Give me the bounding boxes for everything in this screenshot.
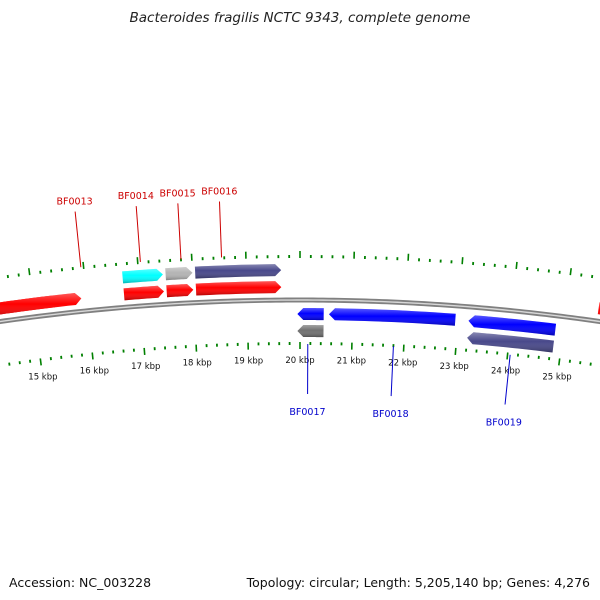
inner-tick-track — [0, 342, 600, 368]
gene-labels: BF0013 BF0014 BF0015 BF0016 BF0017 BF0018 BF00… — [57, 187, 522, 429]
gene-label-leader — [74, 211, 82, 268]
scale-label: 22 kbp — [388, 359, 417, 369]
gene-label-bf0019[interactable]: BF0019 — [486, 417, 522, 428]
feature-forward_outer-4-shading — [165, 267, 193, 281]
scale-label: 16 kbp — [80, 366, 109, 376]
major-tick — [569, 268, 572, 276]
gene-label-leader — [218, 201, 223, 258]
scale-label: 23 kbp — [440, 362, 469, 372]
feature-forward_outer-2-shading — [122, 268, 163, 284]
backbone-inner-line — [0, 299, 600, 323]
scale-label: 19 kbp — [234, 357, 263, 367]
genome-summary-text: Topology: circular; Length: 5,205,140 bp… — [246, 575, 590, 590]
major-tick — [461, 257, 464, 265]
scale-label: 15 kbp — [28, 372, 57, 382]
feature-bf0017-shading — [297, 308, 324, 321]
feature-track[interactable] — [0, 264, 600, 361]
major-tick — [136, 257, 139, 265]
major-tick — [515, 261, 518, 270]
feature-bf0014-shading — [123, 285, 165, 301]
scale-label: 18 kbp — [183, 359, 212, 369]
feature-reverse_outer-9-shading — [297, 325, 324, 338]
gene-label-bf0013[interactable]: BF0013 — [57, 197, 93, 208]
gene-label-leader — [177, 203, 182, 260]
major-tick — [28, 268, 31, 276]
scale-label: 25 kbp — [542, 372, 571, 382]
scale-label: 17 kbp — [131, 362, 160, 372]
gene-label-bf0016[interactable]: BF0016 — [201, 187, 237, 198]
feature-bf0013-shading — [0, 293, 82, 315]
feature-bf0018-shading — [328, 308, 456, 326]
major-tick — [82, 261, 85, 270]
major-tick — [454, 347, 457, 355]
feature-bf0019-shading — [468, 315, 557, 336]
feature-bf0016-shading — [195, 281, 282, 296]
major-tick — [91, 352, 94, 360]
gene-label-bf0018[interactable]: BF0018 — [373, 409, 409, 420]
accession-text: Accession: NC_003228 — [9, 575, 152, 590]
major-tick — [143, 347, 146, 355]
gene-label-bf0014[interactable]: BF0014 — [118, 191, 154, 202]
feature-reverse_outer-12-shading — [467, 332, 554, 353]
gene-label-bf0015[interactable]: BF0015 — [160, 188, 196, 199]
gene-label-leader — [390, 346, 394, 397]
feature-bf0015-shading — [166, 284, 194, 298]
major-tick — [558, 358, 561, 366]
feature-forward_outer-6-shading — [194, 264, 282, 279]
outer-tick-track — [6, 251, 594, 279]
scale-label: 20 kbp — [285, 356, 314, 366]
gene-label-leader — [135, 206, 141, 262]
gene-label-bf0017[interactable]: BF0017 — [289, 407, 325, 418]
major-tick — [39, 358, 42, 366]
scale-label: 21 kbp — [337, 357, 366, 367]
feature-rbr-shading — [597, 302, 600, 315]
scale-labels: 15 kbp 16 kbp 17 kbp 18 kbp 19 kbp 20 kbp 21 k… — [28, 356, 571, 382]
map-title: Bacteroides fragilis NCTC 9343, complete… — [129, 10, 471, 26]
gene-label-leader — [504, 354, 511, 405]
scale-label: 24 kbp — [491, 366, 520, 376]
genome-backbone — [0, 297, 600, 325]
major-tick — [506, 352, 509, 360]
